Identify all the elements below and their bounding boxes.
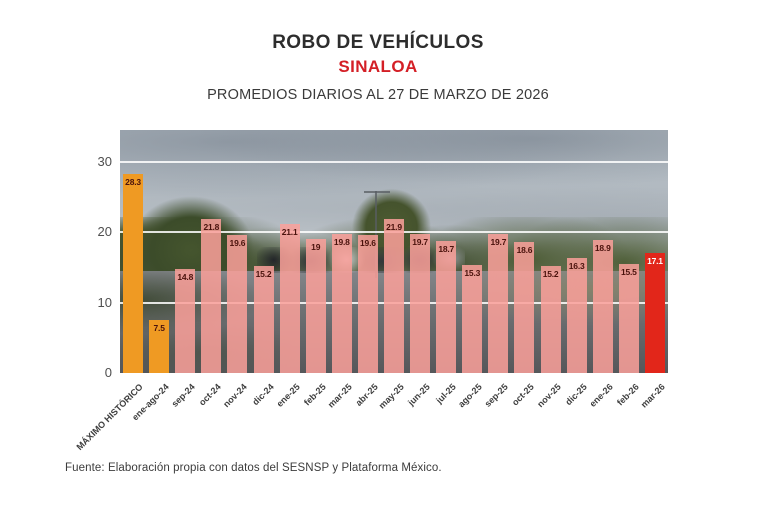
bar-sep-25: 19.7: [488, 234, 509, 373]
y-tick-label-0: 0: [104, 365, 112, 380]
bar-sep-24: 14.8: [175, 268, 196, 373]
bar-abr-25: 19.6: [357, 234, 378, 373]
bar-value-label: 16.3: [568, 261, 585, 272]
bar-nov-24: 19.6: [227, 234, 248, 373]
bar-value-label: 7.5: [153, 323, 165, 334]
y-tick-label-30: 30: [97, 153, 112, 169]
bar-value-label: 18.9: [594, 242, 611, 253]
bar-jun-25: 19.7: [410, 234, 431, 373]
chart-subtitle: PROMEDIOS DIARIOS AL 27 DE MARZO DE 2026: [207, 87, 549, 103]
bar-value-label: 21.8: [203, 222, 220, 233]
bar-jul-25: 18.7: [436, 241, 457, 373]
bar-value-label: 19.6: [360, 237, 376, 248]
bar-dic-25: 16.3: [566, 258, 587, 373]
y-tick-label-10: 10: [97, 294, 112, 310]
bar-mar-26: 17.1: [644, 252, 665, 373]
bar-nov-25: 15.2: [540, 265, 561, 373]
bar-value-label: 15.3: [464, 268, 481, 279]
bar-value-label: 15.2: [542, 268, 559, 279]
bar-feb-25: 19: [305, 239, 326, 373]
x-axis: MÁXIMO HISTÓRICO ene-ago-24 sep-24 oct-24 no…: [74, 373, 668, 473]
bar-value-label: 18.7: [438, 244, 455, 255]
bar-MÁXIMO HISTÓRICO: 28.3: [123, 173, 144, 373]
page-title: ROBO DE VEHÍCULOS: [272, 32, 484, 53]
source-note: Fuente: Elaboración propia con datos del…: [65, 462, 442, 474]
bar-ene-ago-24: 7.5: [149, 320, 170, 373]
bar-value-label: 21.9: [386, 221, 402, 232]
bar-value-label: 19.7: [490, 237, 507, 248]
title-block: ROBO DE VEHÍCULOS SINALOA PROMEDIOS DIAR…: [0, 32, 756, 103]
bar-value-label: 19.8: [333, 236, 350, 247]
bar-value-label: 21.1: [281, 227, 298, 238]
bar-value-label: 18.6: [516, 245, 533, 255]
photo-light-pole: [374, 190, 377, 279]
y-tick-label-20: 20: [97, 224, 112, 240]
bar-value-label: 19: [311, 242, 321, 253]
bar-mar-25: 19.8: [331, 233, 352, 373]
bar-oct-24: 21.8: [201, 219, 222, 373]
bar-may-25: 21.9: [384, 218, 404, 373]
y-axis: 0 10 20 30: [0, 130, 112, 380]
bar-value-label: 19.7: [412, 237, 428, 248]
bar-ene-26: 18.9: [592, 239, 613, 373]
region-title: SINALOA: [338, 57, 418, 76]
bar-feb-26: 15.5: [618, 263, 639, 373]
bar-dic-24: 15.2: [253, 265, 274, 373]
bar-value-label: 17.1: [647, 255, 663, 266]
bar-value-label: 14.8: [177, 271, 194, 282]
bar-value-label: 28.3: [125, 176, 141, 187]
bar-oct-25: 18.6: [514, 242, 535, 373]
bar-ago-25: 15.3: [462, 265, 483, 373]
bar-value-label: 15.5: [620, 266, 637, 277]
gridline-30: [120, 160, 668, 163]
bar-value-label: 15.2: [255, 268, 272, 279]
plot-area: 28.3 7.5 14.8 21.8 19.6 15.2 21.1 19 19.8 19.6 21.…: [120, 130, 668, 373]
bar-ene-25: 21.1: [279, 224, 300, 373]
photo-light-pole-arm: [364, 190, 391, 193]
bar-value-label: 19.6: [229, 237, 246, 248]
